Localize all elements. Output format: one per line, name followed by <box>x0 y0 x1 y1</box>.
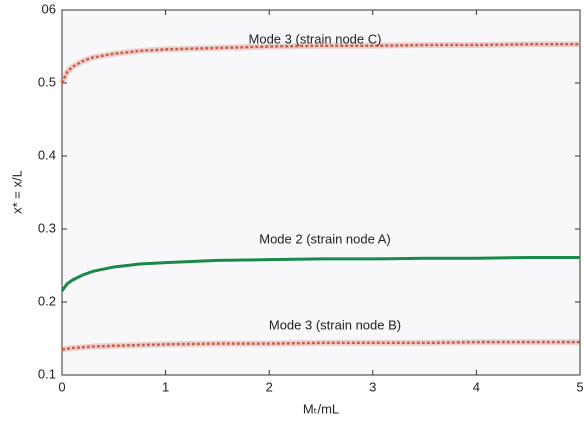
line <box>60 43 580 84</box>
annotation: Mode 3 (strain node B) <box>269 317 401 332</box>
x-tick-label: 3 <box>369 379 376 394</box>
y-tick-label: 0.4 <box>38 147 56 162</box>
x-tick-label: 1 <box>162 379 169 394</box>
y-tick-label: 0.2 <box>38 293 56 308</box>
line <box>61 340 580 351</box>
x-tick-label: 0 <box>58 379 65 394</box>
plot-area <box>61 9 581 376</box>
y-tick-label: 0.3 <box>38 220 56 235</box>
x-tick-label: 2 <box>266 379 273 394</box>
annotation: Mode 2 (strain node A) <box>259 231 391 246</box>
x-tick-label: 4 <box>473 379 480 394</box>
y-tick-label: 06 <box>42 1 56 16</box>
x-tick-label: 5 <box>576 379 583 394</box>
line <box>60 255 580 292</box>
x-axis-label: Mₜ/mL <box>303 401 339 416</box>
y-tick-label: 0.1 <box>38 366 56 381</box>
y-axis-label: x* = x/L <box>9 170 24 214</box>
y-tick-label: 0.5 <box>38 74 56 89</box>
annotation: Mode 3 (strain node C) <box>249 31 382 46</box>
